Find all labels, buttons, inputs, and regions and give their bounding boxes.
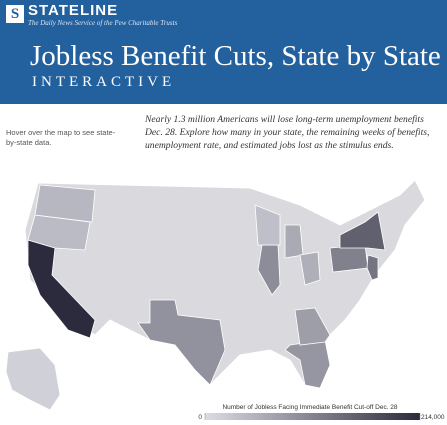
state-region[interactable] xyxy=(294,307,331,346)
state-region[interactable] xyxy=(27,239,96,339)
state-region[interactable] xyxy=(339,211,386,251)
state-region[interactable] xyxy=(5,347,61,411)
legend-bar xyxy=(205,413,420,420)
state-region[interactable] xyxy=(366,254,379,281)
state-region[interactable] xyxy=(329,244,369,273)
header: S STATELINE The Daily News Service of th… xyxy=(0,0,447,104)
state-region[interactable] xyxy=(137,299,226,386)
logo-icon: S xyxy=(6,5,24,23)
intro: Nearly 1.3 million Americans will lose l… xyxy=(145,114,430,151)
state-region[interactable] xyxy=(299,251,321,286)
state-region[interactable] xyxy=(284,224,304,259)
title: Jobless Benefit Cuts, State by State xyxy=(30,40,441,72)
state-region[interactable] xyxy=(34,184,96,223)
state-region[interactable] xyxy=(254,204,281,246)
legend-tick-label: 0 xyxy=(198,414,202,421)
brand: STATELINE xyxy=(28,2,119,19)
legend-title: Number of Jobless Facing Immediate Benef… xyxy=(222,404,397,411)
hint: Hover over the map to see state-by-state… xyxy=(6,128,116,147)
tagline: The Daily News Service of the Pew Charit… xyxy=(28,19,178,27)
state-region[interactable] xyxy=(284,339,331,389)
legend-tick-label: 214,000 xyxy=(421,414,445,421)
subtitle: INTERACTIVE xyxy=(32,74,176,90)
